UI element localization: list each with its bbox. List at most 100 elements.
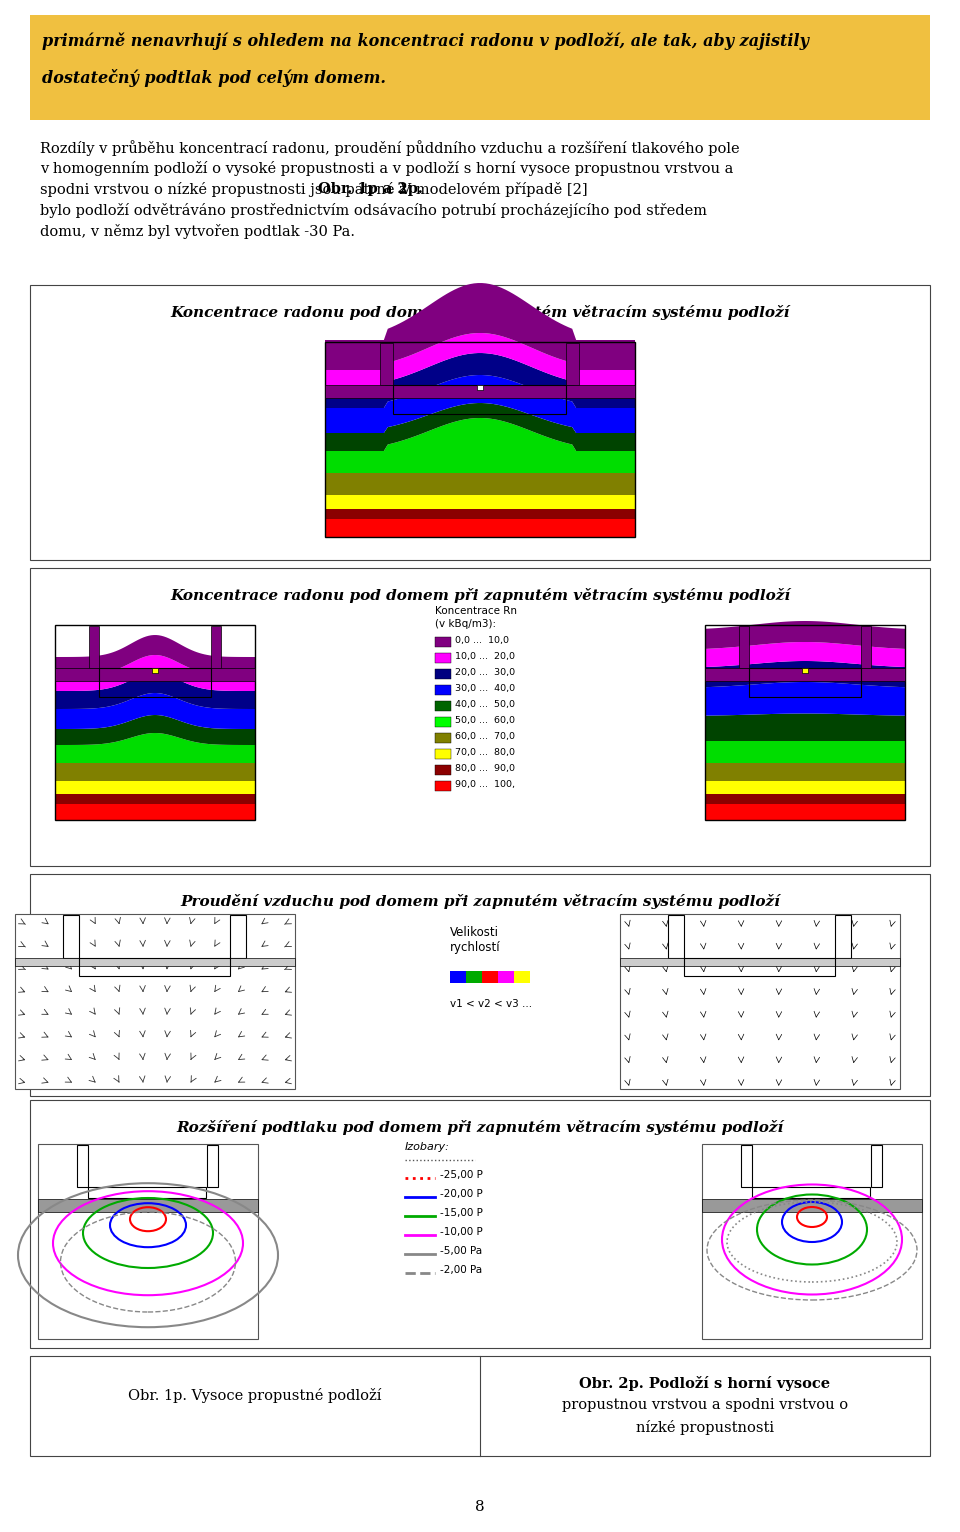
Bar [802, 668, 808, 673]
Polygon shape [325, 509, 635, 519]
Bar [152, 668, 158, 673]
Text: dostatečný podtlak pod celým domem.: dostatečný podtlak pod celým domem. [42, 69, 386, 87]
Text: Proudění vzduchu pod domem při zapnutém větracím systému podloží: Proudění vzduchu pod domem při zapnutém … [180, 895, 780, 908]
Bar [702, 1144, 922, 1339]
Bar [466, 971, 482, 984]
Text: propustnou vrstvou a spodni vrstvou o: propustnou vrstvou a spodni vrstvou o [562, 1399, 848, 1413]
Bar [30, 568, 930, 866]
Text: Koncentrace radonu pod domem při zapnutém větracím systému podloží: Koncentrace radonu pod domem při zapnuté… [170, 588, 790, 604]
Bar [393, 385, 566, 414]
Text: -5,00 Pa: -5,00 Pa [440, 1246, 482, 1256]
Bar [99, 668, 211, 697]
Polygon shape [325, 473, 635, 495]
Polygon shape [325, 418, 635, 473]
Text: 8: 8 [475, 1500, 485, 1514]
Text: 10,0 ...  20,0: 10,0 ... 20,0 [455, 653, 515, 662]
Polygon shape [55, 781, 255, 794]
Bar [566, 343, 579, 385]
Bar [435, 637, 451, 647]
Polygon shape [705, 804, 905, 820]
Polygon shape [325, 403, 635, 450]
Text: primárně nenavrhují s ohledem na koncentraci radonu v podloží, ale tak, aby zaji: primárně nenavrhují s ohledem na koncent… [42, 34, 809, 51]
Bar [482, 971, 498, 984]
Polygon shape [705, 794, 905, 804]
Text: spodni vrstvou o nízké propustnosti jsou patrné z: spodni vrstvou o nízké propustnosti jsou… [40, 182, 412, 198]
Bar [38, 1144, 258, 1339]
Text: -20,00 P: -20,00 P [440, 1189, 483, 1200]
Bar [705, 625, 905, 820]
Polygon shape [55, 763, 255, 781]
Bar [55, 625, 255, 820]
Text: -10,00 P: -10,00 P [440, 1227, 483, 1236]
Bar [861, 627, 871, 668]
Text: 0,0 ...  10,0: 0,0 ... 10,0 [455, 636, 509, 645]
Bar [702, 1200, 922, 1212]
Bar [435, 781, 451, 791]
Bar [55, 668, 255, 682]
Bar [620, 958, 900, 967]
Bar [684, 958, 835, 976]
Text: Rozšíření podtlaku pod domem při zapnutém větracím systému podloží: Rozšíření podtlaku pod domem při zapnuté… [177, 1120, 783, 1135]
Text: Izobary:: Izobary: [405, 1141, 450, 1152]
Bar [30, 1100, 930, 1348]
Bar [38, 1200, 258, 1212]
Polygon shape [55, 804, 255, 820]
Bar [749, 668, 861, 697]
Text: Koncentrace Rn: Koncentrace Rn [435, 607, 517, 616]
Text: bylo podloží odvětráváno prostřednictvím odsávacího potrubí procházejícího pod s: bylo podloží odvětráváno prostřednictvím… [40, 204, 707, 218]
Bar [211, 627, 221, 668]
Bar [477, 385, 483, 391]
Polygon shape [705, 781, 905, 794]
Text: 90,0 ...  100,: 90,0 ... 100, [455, 780, 515, 789]
Polygon shape [325, 283, 635, 371]
Text: -25,00 P: -25,00 P [440, 1170, 483, 1180]
Bar [30, 15, 930, 119]
Bar [15, 915, 295, 1089]
Text: 30,0 ...  40,0: 30,0 ... 40,0 [455, 685, 516, 694]
Bar [741, 1144, 752, 1187]
Bar [325, 342, 635, 538]
Text: V modelovém případě [2]: V modelovém případě [2] [396, 182, 588, 198]
Bar [380, 343, 393, 385]
Polygon shape [705, 660, 905, 688]
Bar [63, 915, 79, 958]
Polygon shape [55, 794, 255, 804]
Text: 50,0 ...  60,0: 50,0 ... 60,0 [455, 717, 515, 726]
Bar [89, 627, 99, 668]
Polygon shape [705, 642, 905, 666]
Polygon shape [325, 352, 635, 408]
Bar [620, 915, 900, 1089]
Bar [705, 668, 905, 682]
Polygon shape [705, 682, 905, 715]
Bar [739, 627, 749, 668]
Bar [325, 342, 635, 538]
Polygon shape [325, 519, 635, 538]
Bar [30, 1356, 930, 1455]
Bar [435, 669, 451, 679]
Text: 80,0 ...  90,0: 80,0 ... 90,0 [455, 764, 515, 774]
Text: nízké propustnosti: nízké propustnosti [636, 1420, 774, 1435]
Bar [498, 971, 514, 984]
Text: Obr. 1p a 2p.: Obr. 1p a 2p. [318, 182, 422, 196]
Polygon shape [325, 332, 635, 388]
Text: 40,0 ...  50,0: 40,0 ... 50,0 [455, 700, 515, 709]
Bar [325, 385, 635, 398]
Bar [79, 958, 230, 976]
Bar [77, 1144, 88, 1187]
Polygon shape [55, 656, 255, 691]
Bar [435, 702, 451, 711]
Polygon shape [55, 692, 255, 729]
Bar [435, 764, 451, 775]
Polygon shape [325, 495, 635, 509]
Polygon shape [705, 741, 905, 763]
Text: (v kBq/m3):: (v kBq/m3): [435, 619, 496, 630]
Polygon shape [705, 763, 905, 781]
Text: 70,0 ...  80,0: 70,0 ... 80,0 [455, 749, 515, 757]
Bar [207, 1144, 218, 1187]
Text: Obr. 2p. Podloží s horní vysoce: Obr. 2p. Podloží s horní vysoce [580, 1376, 830, 1391]
Polygon shape [55, 673, 255, 709]
Text: 60,0 ...  70,0: 60,0 ... 70,0 [455, 732, 515, 741]
Polygon shape [705, 620, 905, 650]
Bar [30, 873, 930, 1095]
Text: -15,00 P: -15,00 P [440, 1209, 483, 1218]
